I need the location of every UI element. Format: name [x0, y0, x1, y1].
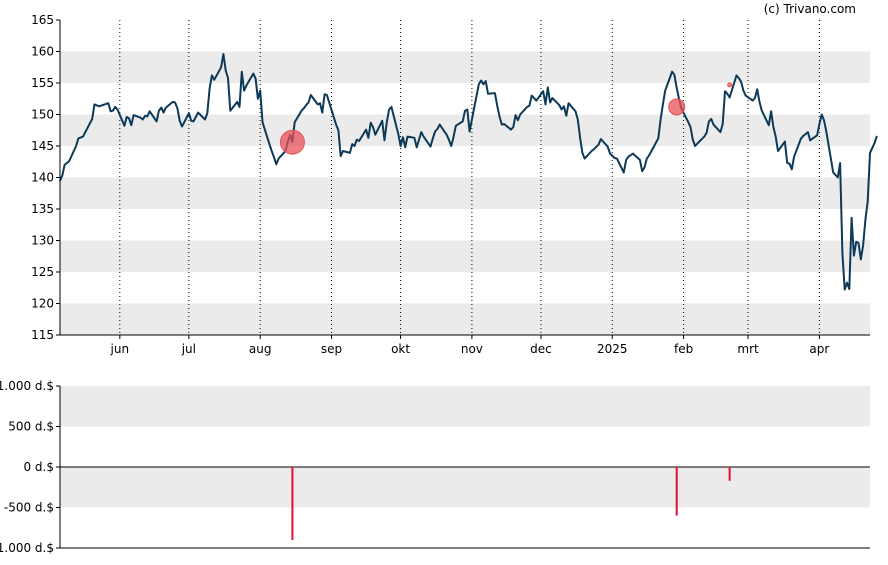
transaction-marker — [668, 98, 686, 116]
x-tick-label: dec — [530, 342, 552, 356]
x-tick-label: nov — [461, 342, 483, 356]
y-tick-label: 130 — [31, 234, 54, 248]
y-tick-label: 160 — [31, 45, 54, 59]
grid-band — [60, 114, 870, 146]
x-tick-label: sep — [321, 342, 342, 356]
y-tick-label: -500 d.$ — [4, 501, 54, 515]
y-tick-label: 150 — [31, 108, 54, 122]
x-tick-label: apr — [809, 342, 829, 356]
y-tick-label: -1.000 d.$ — [0, 541, 54, 555]
y-tick-label: 0 d.$ — [23, 460, 54, 474]
transaction-marker — [279, 129, 305, 155]
y-tick-label: 135 — [31, 202, 54, 216]
grid-band — [60, 386, 870, 427]
x-tick-label: mrt — [737, 342, 759, 356]
price-chart: jun jul aug sep okt nov dec 2025 feb mrt apr 165 160… — [31, 13, 878, 356]
x-tick-label: aug — [249, 342, 272, 356]
x-tick-label: 2025 — [597, 342, 628, 356]
transaction-chart: 1.000 d.$ 500 d.$ 0 d.$ -500 d.$ -1.000 d.$ — [0, 379, 870, 555]
x-tick-label: feb — [674, 342, 693, 356]
x-tick-label: jun — [110, 342, 130, 356]
y-tick-label: 145 — [31, 139, 54, 153]
x-tick-label: jul — [181, 342, 196, 356]
y-tick-label: 120 — [31, 297, 54, 311]
grid-band — [60, 240, 870, 272]
y-tick-label: 125 — [31, 265, 54, 279]
y-tick-label: 115 — [31, 328, 54, 342]
grid-band — [60, 467, 870, 508]
transaction-marker — [727, 82, 733, 88]
y-tick-label: 140 — [31, 171, 54, 185]
y-tick-label: 1.000 d.$ — [0, 379, 54, 393]
y-tick-label: 500 d.$ — [8, 420, 54, 434]
price-line — [59, 53, 878, 291]
grid-band — [60, 177, 870, 209]
x-tick-label: okt — [391, 342, 410, 356]
credit-label: (c) Trivano.com — [764, 2, 856, 16]
y-tick-label: 155 — [31, 76, 54, 90]
y-tick-label: 165 — [31, 13, 54, 27]
grid-band — [60, 303, 870, 335]
